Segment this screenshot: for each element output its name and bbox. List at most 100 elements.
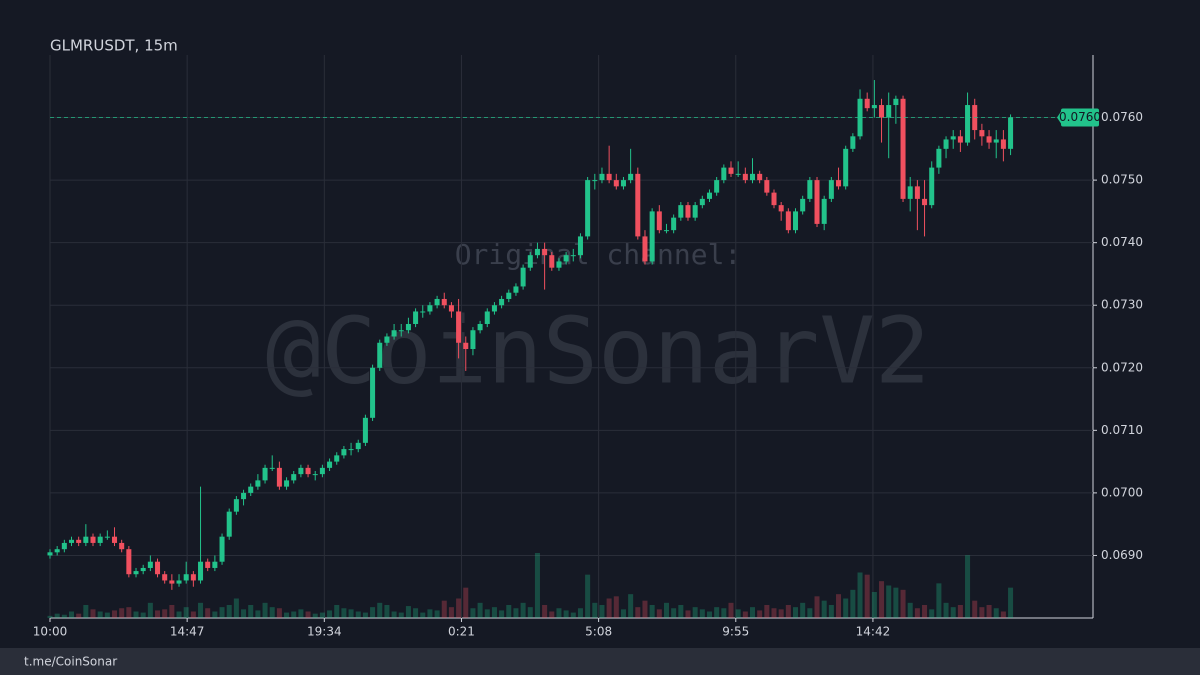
volume-bar (993, 608, 999, 618)
volume-bar (241, 609, 247, 618)
candle-body (807, 180, 813, 199)
candle-body (97, 536, 103, 543)
volume-bar (613, 596, 619, 618)
candle-body (965, 105, 971, 143)
candle-body (190, 574, 196, 581)
y-tick-label: 0.0760 (1101, 110, 1143, 124)
volume-bar (255, 610, 261, 618)
volume-bar (463, 587, 469, 618)
volume-bar (248, 605, 254, 618)
candle-body (126, 549, 132, 575)
x-tick-label: 5:08 (585, 625, 612, 639)
volume-bar (126, 607, 132, 618)
candle-body (592, 180, 598, 182)
candle-body (520, 267, 526, 287)
candle-body (714, 180, 720, 193)
volume-bar (90, 609, 96, 618)
volume-bar (83, 605, 89, 618)
volume-bar (133, 611, 139, 618)
volume-bar (735, 609, 741, 618)
candle-body (742, 173, 748, 181)
volume-bar (864, 574, 870, 618)
candle-body (542, 248, 548, 256)
candle-body (463, 342, 469, 350)
volume-bar (836, 594, 842, 618)
volume-bar (176, 611, 182, 618)
candle-body (771, 192, 777, 206)
candle-body (893, 98, 899, 106)
volume-bar (821, 600, 827, 618)
candle-body (692, 205, 698, 218)
volume-bar (692, 607, 698, 618)
volume-bar (922, 605, 928, 618)
volume-bar (886, 585, 892, 618)
candle-body (606, 173, 612, 181)
volume-bar (714, 607, 720, 618)
volume-bar (47, 615, 53, 618)
candle-body (233, 499, 239, 512)
x-tick-label: 0:21 (448, 625, 475, 639)
volume-bar (778, 609, 784, 618)
candle-body (613, 180, 619, 187)
volume-bar (319, 612, 325, 618)
candle-body (162, 574, 168, 581)
volume-bar (506, 605, 512, 618)
candle-body (140, 567, 146, 572)
candle-body (642, 236, 648, 262)
candle-body (1000, 139, 1006, 149)
volume-bar (757, 610, 763, 618)
candle-body (879, 105, 885, 118)
candle-body (886, 105, 892, 118)
volume-bar (370, 607, 376, 618)
footer-text: t.me/CoinSonar (24, 655, 117, 669)
last-price-label: 0.0760 (1059, 110, 1101, 124)
candle-body (456, 311, 462, 343)
candle-body (685, 205, 691, 218)
candle-body (291, 474, 297, 481)
volume-bar (477, 602, 483, 618)
volume-bar (807, 608, 813, 618)
candle-body (470, 330, 476, 350)
volume-bar (520, 602, 526, 618)
candle-body (355, 442, 361, 450)
candle-body (950, 136, 956, 140)
candle-body (957, 136, 963, 143)
candle-body (563, 255, 569, 262)
candle-body (757, 173, 763, 181)
watermark-main: @CoinSonarV2 (266, 297, 931, 404)
candle-body (828, 180, 834, 199)
candle-body (549, 255, 555, 268)
volume-bar (169, 605, 175, 618)
candle-body (671, 217, 677, 231)
volume-bar (671, 608, 677, 618)
volume-bar (793, 607, 799, 618)
volume-bar (592, 602, 598, 618)
candle-body (441, 298, 447, 306)
candle-body (484, 311, 490, 324)
candle-body (706, 192, 713, 199)
candle-body (793, 211, 799, 231)
candle-body (556, 261, 562, 268)
candle-body (628, 173, 634, 181)
volume-bar (656, 609, 662, 618)
volume-bar (642, 600, 648, 618)
candle-body (721, 167, 727, 181)
candle-body (979, 130, 985, 137)
candle-body (506, 292, 512, 299)
volume-bar (986, 605, 992, 618)
candle-body (864, 98, 870, 109)
candle-body (491, 305, 497, 312)
volume-bar (190, 611, 196, 618)
candle-body (857, 98, 863, 137)
candle-body (405, 323, 411, 331)
volume-bar (943, 602, 949, 618)
volume-bar (305, 611, 311, 618)
volume-bar (441, 600, 447, 618)
candle-body (649, 211, 655, 262)
candle-body (900, 98, 906, 199)
y-tick-label: 0.0730 (1101, 298, 1143, 312)
candle-body (663, 230, 669, 232)
candle-body (836, 180, 842, 187)
volume-bar (377, 602, 383, 618)
y-tick-label: 0.0690 (1101, 548, 1143, 562)
